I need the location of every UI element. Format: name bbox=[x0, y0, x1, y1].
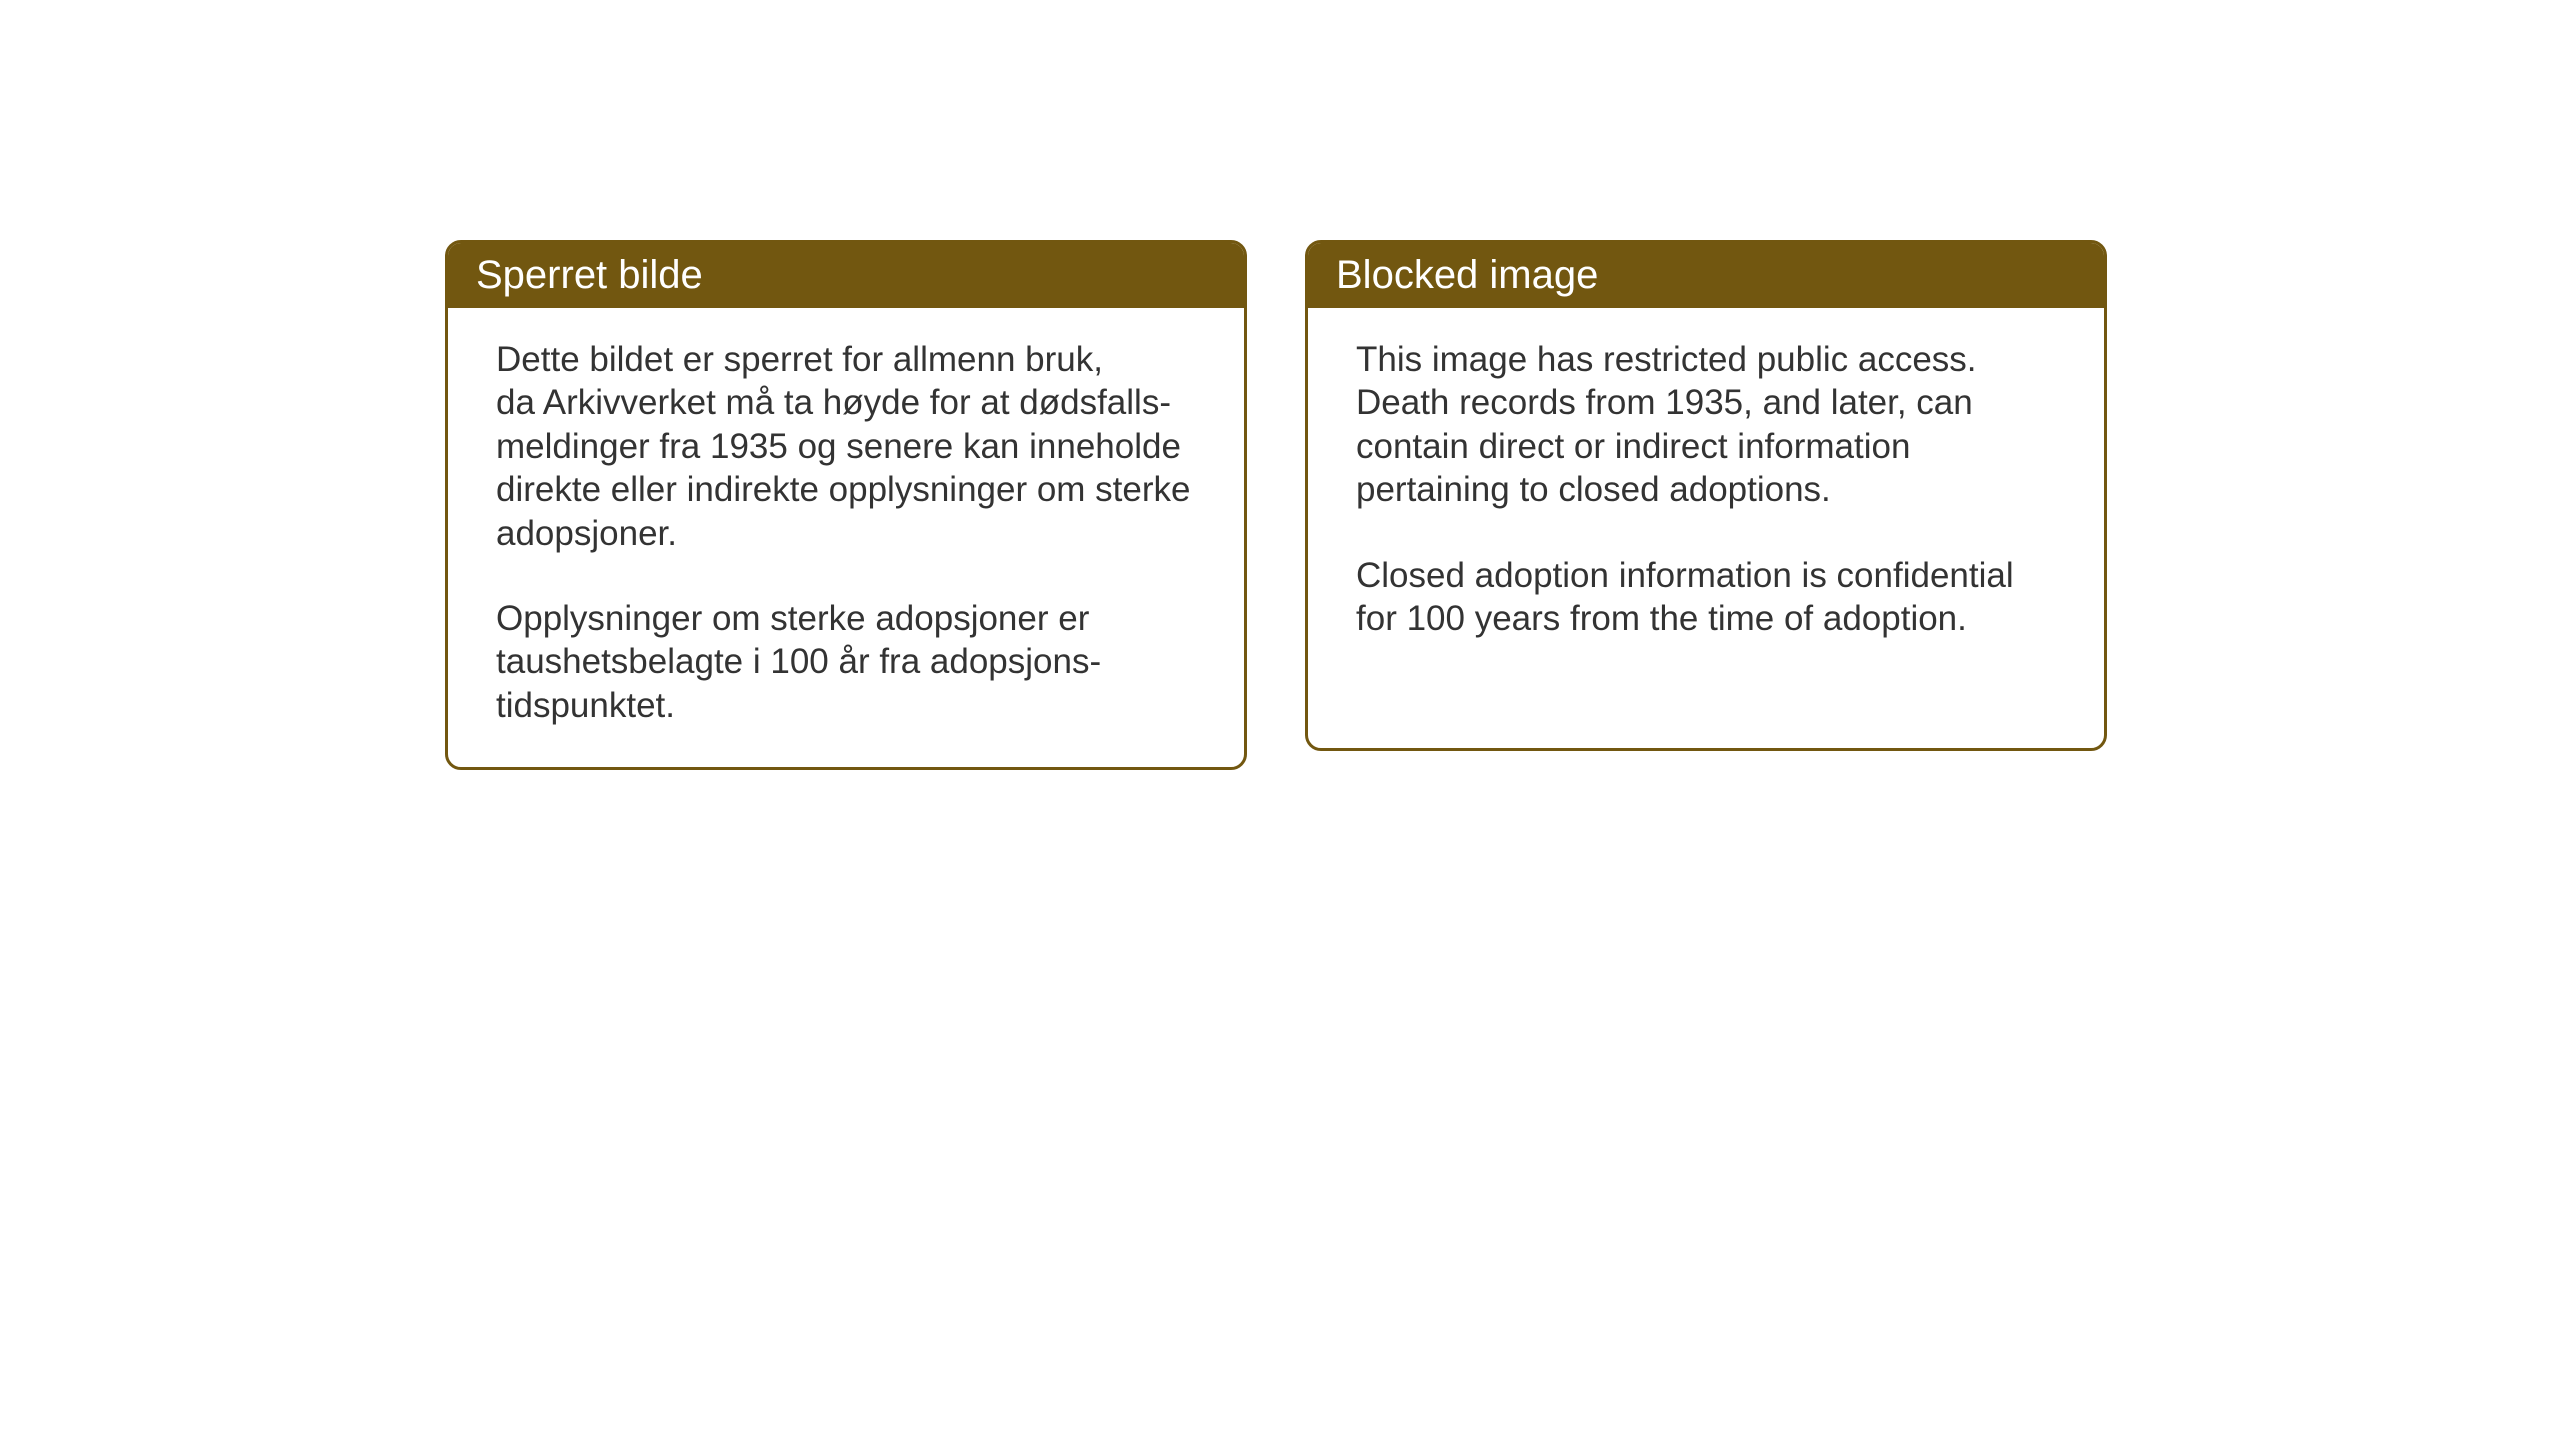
card-body-english: This image has restricted public access.… bbox=[1308, 308, 2104, 680]
card-body-norwegian: Dette bildet er sperret for allmenn bruk… bbox=[448, 308, 1244, 767]
paragraph-2-english: Closed adoption information is confident… bbox=[1356, 554, 2056, 641]
paragraph-1-english: This image has restricted public access.… bbox=[1356, 338, 2056, 512]
card-title-norwegian: Sperret bilde bbox=[476, 253, 703, 297]
card-header-english: Blocked image bbox=[1308, 243, 2104, 308]
paragraph-1-norwegian: Dette bildet er sperret for allmenn bruk… bbox=[496, 338, 1196, 555]
paragraph-2-norwegian: Opplysninger om sterke adopsjoner er tau… bbox=[496, 597, 1196, 727]
card-english: Blocked image This image has restricted … bbox=[1305, 240, 2107, 751]
card-title-english: Blocked image bbox=[1336, 253, 1598, 297]
cards-container: Sperret bilde Dette bildet er sperret fo… bbox=[445, 240, 2107, 770]
card-norwegian: Sperret bilde Dette bildet er sperret fo… bbox=[445, 240, 1247, 770]
card-header-norwegian: Sperret bilde bbox=[448, 243, 1244, 308]
